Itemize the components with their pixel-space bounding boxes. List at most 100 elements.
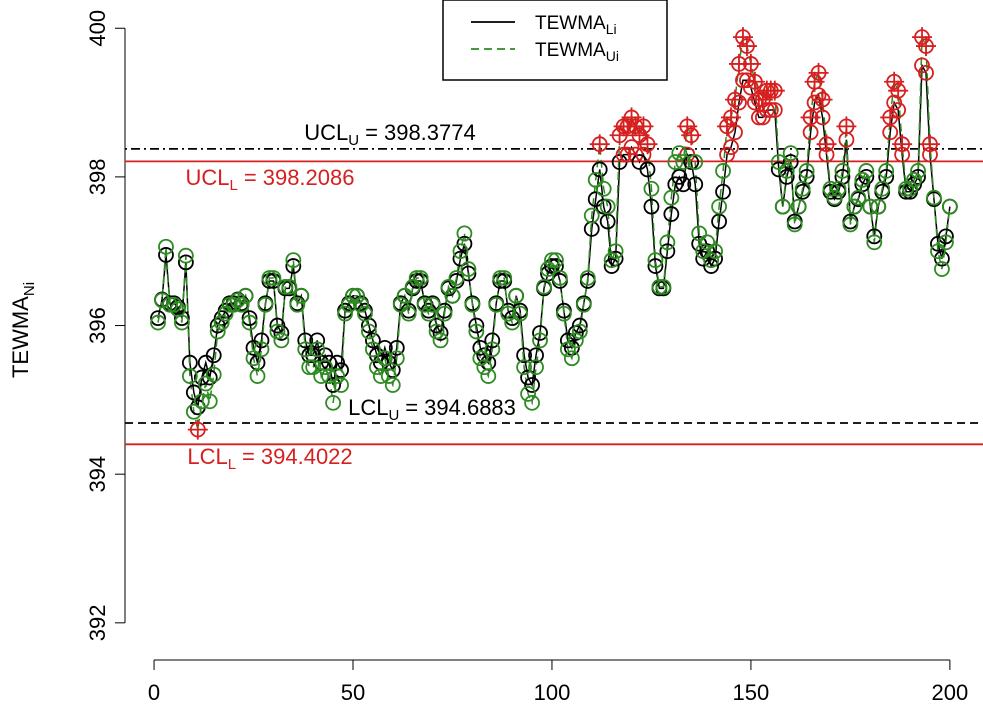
data-point bbox=[209, 323, 226, 340]
data-point bbox=[516, 347, 533, 364]
data-point bbox=[687, 176, 704, 193]
data-point bbox=[301, 359, 318, 376]
data-point bbox=[607, 243, 624, 260]
limit-rel: = bbox=[405, 395, 418, 420]
data-point bbox=[241, 310, 258, 327]
data-point bbox=[934, 261, 950, 277]
data-point bbox=[209, 317, 226, 334]
data-point bbox=[854, 171, 871, 188]
data-point bbox=[782, 154, 799, 170]
data-point bbox=[185, 403, 202, 420]
data-point bbox=[687, 154, 704, 170]
data-point bbox=[245, 350, 262, 367]
data-point bbox=[321, 368, 338, 384]
data-point bbox=[305, 359, 322, 376]
data-point bbox=[341, 296, 357, 313]
data-point bbox=[571, 323, 588, 340]
data-point bbox=[671, 145, 688, 162]
data-point bbox=[639, 161, 656, 178]
limit-name: LCL bbox=[187, 444, 227, 469]
signal-marker bbox=[736, 36, 757, 57]
legend-sub: Ui bbox=[606, 48, 619, 64]
data-point bbox=[436, 305, 453, 322]
signal-marker bbox=[721, 107, 742, 128]
data-point bbox=[365, 341, 381, 358]
data-point bbox=[253, 332, 270, 349]
data-point bbox=[484, 332, 501, 349]
data-point bbox=[317, 359, 334, 376]
data-point bbox=[727, 124, 743, 141]
data-point bbox=[205, 347, 222, 364]
data-point bbox=[532, 325, 548, 341]
data-point bbox=[269, 323, 286, 340]
legend-sub: Li bbox=[606, 21, 617, 37]
data-point bbox=[719, 146, 735, 163]
data-point bbox=[158, 247, 174, 263]
data-point bbox=[416, 296, 433, 313]
data-point bbox=[388, 339, 405, 356]
data-point bbox=[468, 323, 485, 340]
data-point bbox=[731, 94, 747, 111]
data-point bbox=[559, 341, 576, 358]
data-point bbox=[432, 332, 449, 349]
data-point bbox=[711, 198, 727, 215]
series-line bbox=[157, 34, 951, 430]
data-point bbox=[361, 323, 377, 340]
data-point bbox=[181, 368, 198, 384]
data-point bbox=[293, 287, 310, 304]
y-tick-label: 398 bbox=[85, 159, 110, 196]
legend-name: TEWMA bbox=[535, 40, 606, 61]
data-point bbox=[758, 102, 775, 118]
data-point bbox=[472, 339, 489, 356]
data-point bbox=[930, 243, 946, 260]
data-point bbox=[790, 198, 807, 215]
data-point bbox=[512, 305, 529, 322]
data-point bbox=[166, 296, 182, 313]
data-point bbox=[520, 386, 536, 402]
data-point bbox=[273, 332, 290, 349]
data-point bbox=[480, 368, 497, 384]
data-point bbox=[830, 180, 847, 197]
signal-marker bbox=[744, 71, 765, 92]
data-point bbox=[257, 296, 274, 313]
data-point bbox=[368, 359, 385, 376]
data-point bbox=[412, 270, 429, 286]
data-point bbox=[309, 341, 326, 358]
signal-marker bbox=[836, 116, 857, 137]
data-point bbox=[870, 198, 887, 215]
data-point bbox=[317, 347, 334, 364]
limit-name: UCL bbox=[304, 120, 348, 145]
data-point bbox=[297, 332, 314, 349]
limit-rel: = bbox=[244, 165, 257, 190]
data-point bbox=[914, 57, 930, 74]
data-point bbox=[524, 377, 540, 393]
data-point bbox=[762, 102, 779, 118]
data-point bbox=[285, 258, 302, 274]
data-point bbox=[460, 261, 477, 277]
control-limit-label: LCLU = 394.6883 bbox=[348, 395, 516, 424]
data-point bbox=[213, 314, 230, 331]
data-point bbox=[325, 377, 342, 393]
data-point bbox=[150, 314, 166, 331]
data-point bbox=[846, 198, 863, 215]
signal-marker bbox=[800, 107, 821, 128]
y-label-main: TEWMA bbox=[8, 296, 33, 378]
data-point bbox=[715, 163, 731, 179]
data-point bbox=[464, 296, 481, 313]
signal-marker bbox=[919, 134, 940, 155]
signal-marker bbox=[589, 134, 610, 155]
signal-marker bbox=[892, 134, 913, 155]
control-limit-label: LCLL = 394.4022 bbox=[187, 444, 352, 473]
data-point bbox=[424, 296, 441, 313]
data-point bbox=[500, 305, 517, 322]
data-point bbox=[329, 368, 345, 384]
data-point bbox=[747, 94, 763, 111]
data-point bbox=[707, 243, 724, 260]
data-point bbox=[456, 225, 473, 242]
data-point bbox=[548, 252, 564, 269]
signal-marker bbox=[629, 125, 650, 146]
data-point bbox=[571, 317, 588, 334]
signal-marker bbox=[681, 125, 702, 146]
data-point bbox=[826, 189, 843, 206]
